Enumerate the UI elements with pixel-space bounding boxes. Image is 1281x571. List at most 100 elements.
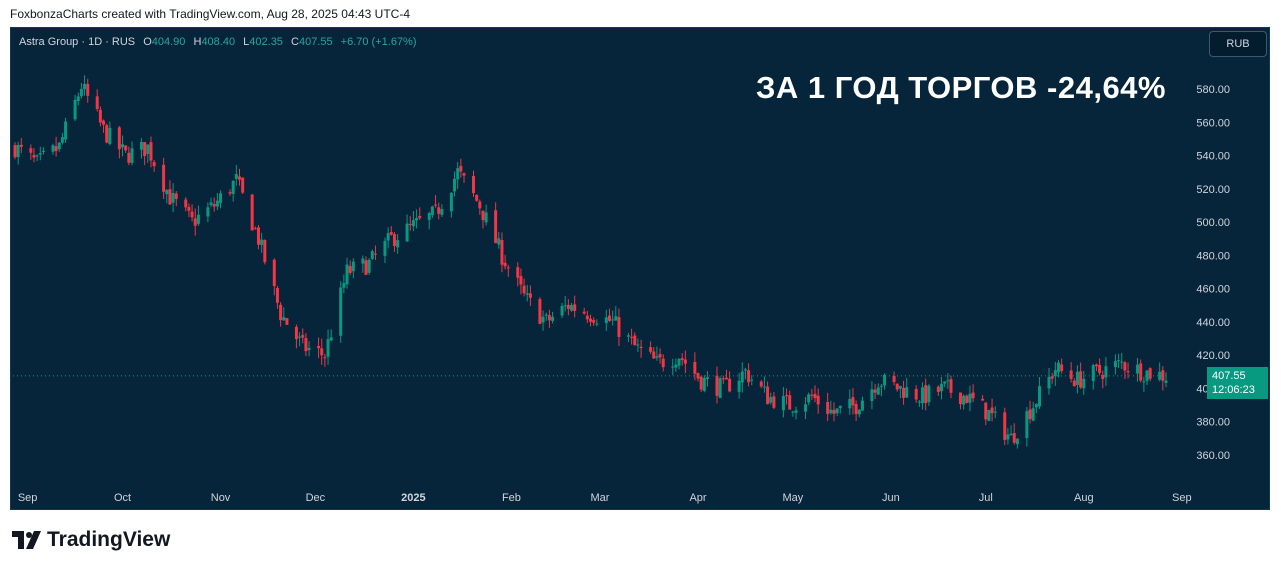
- x-tick-label: Jul: [979, 492, 993, 504]
- y-tick-label: 500.00: [1196, 217, 1230, 229]
- x-tick-label: Feb: [502, 492, 521, 504]
- candle-up: [35, 155, 39, 157]
- y-tick-label: 580.00: [1196, 84, 1230, 96]
- candle-up: [1056, 362, 1060, 373]
- candle-up: [41, 150, 45, 152]
- candle-up: [196, 214, 200, 224]
- candle-down: [573, 304, 577, 311]
- candle-up: [1120, 361, 1124, 363]
- candle-up: [209, 202, 213, 206]
- candle-down: [1050, 376, 1054, 379]
- candle-up: [614, 316, 618, 321]
- candle-down: [1123, 362, 1127, 371]
- candle-down: [747, 370, 751, 383]
- candle-up: [626, 335, 630, 337]
- chart-credit: FoxbonzaCharts created with TradingView.…: [10, 7, 411, 21]
- candle-up: [411, 220, 415, 227]
- candle-up: [794, 410, 798, 413]
- candle-down: [1101, 374, 1105, 379]
- candle-down: [503, 262, 507, 267]
- close-value: 407.55: [298, 36, 333, 48]
- candle-down: [253, 228, 257, 230]
- candle-up: [121, 144, 125, 148]
- candle-up: [440, 209, 444, 215]
- candle-down: [238, 176, 242, 180]
- candle-up: [525, 293, 529, 295]
- change-value: +6.70 (+1.67%): [340, 36, 417, 48]
- candle-down: [652, 351, 656, 359]
- candle-up: [1025, 411, 1029, 439]
- candle-up: [453, 178, 457, 192]
- candle-down: [418, 215, 422, 219]
- candle-down: [434, 204, 438, 206]
- candle-up: [743, 369, 747, 371]
- chart-area[interactable]: 360.00380.00400.00420.00440.00460.00480.…: [10, 27, 1270, 510]
- candle-down: [566, 304, 570, 309]
- candle-up: [1091, 365, 1095, 382]
- candle-up: [1006, 434, 1010, 440]
- candle-up: [386, 233, 390, 241]
- candle-up: [718, 378, 722, 398]
- candle-down: [506, 267, 510, 269]
- candle-up: [57, 142, 61, 150]
- candle-down: [633, 335, 637, 346]
- candle-up: [879, 385, 883, 387]
- symbol-legend[interactable]: Astra Group · 1D · RUS O404.90 H408.40 L…: [19, 36, 417, 48]
- candle-up: [860, 400, 864, 411]
- candle-up: [1009, 433, 1013, 436]
- currency-button[interactable]: RUB: [1209, 31, 1267, 57]
- candle-down: [304, 338, 308, 352]
- candle-down: [105, 125, 109, 143]
- candle-up: [1104, 366, 1108, 378]
- candle-down: [364, 260, 368, 275]
- candle-up: [130, 148, 134, 163]
- candle-up: [611, 319, 615, 321]
- candle-up: [876, 387, 880, 395]
- candle-down: [373, 253, 377, 255]
- candle-up: [51, 145, 55, 152]
- candle-down: [810, 394, 814, 396]
- candle-up: [370, 251, 374, 259]
- candle-down: [317, 345, 321, 349]
- candle-down: [86, 83, 90, 96]
- candle-down: [301, 335, 305, 338]
- candle-up: [1145, 370, 1149, 381]
- candle-down: [715, 375, 719, 396]
- candle-down: [174, 193, 178, 199]
- candle-down: [630, 336, 634, 338]
- symbol-title[interactable]: Astra Group · 1D · RUS: [19, 36, 136, 48]
- candle-down: [519, 276, 523, 285]
- candle-up: [430, 206, 434, 216]
- price-chart[interactable]: 360.00380.00400.00420.00440.00460.00480.…: [11, 28, 1270, 510]
- candle-up: [1158, 371, 1162, 380]
- candle-down: [766, 386, 770, 405]
- candle-down: [589, 318, 592, 322]
- candle-up: [677, 358, 681, 366]
- candle-up: [1142, 381, 1146, 383]
- candle-up: [968, 393, 972, 403]
- candle-up: [361, 258, 365, 264]
- candle-up: [171, 193, 175, 203]
- candle-up: [1117, 360, 1121, 362]
- candle-down: [13, 145, 17, 158]
- last-price-value: 407.55: [1212, 370, 1246, 382]
- candle-up: [234, 174, 238, 179]
- candle-down: [212, 204, 216, 207]
- x-tick-label: Aug: [1074, 492, 1094, 504]
- candle-up: [927, 385, 931, 403]
- candle-down: [272, 259, 276, 287]
- candle-down: [184, 199, 188, 208]
- candle-up: [946, 380, 950, 382]
- candle-down: [759, 381, 763, 387]
- candle-up: [636, 344, 640, 346]
- candle-down: [392, 234, 396, 247]
- candle-down: [1094, 364, 1098, 367]
- candle-up: [351, 261, 355, 272]
- candle-up: [396, 240, 400, 248]
- candle-up: [898, 386, 902, 389]
- tradingview-logo[interactable]: TradingView: [12, 528, 170, 552]
- candle-up: [219, 193, 223, 204]
- candle-down: [785, 395, 789, 397]
- candle-up: [260, 239, 264, 246]
- candle-down: [772, 396, 776, 408]
